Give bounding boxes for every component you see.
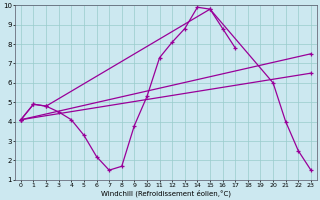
X-axis label: Windchill (Refroidissement éolien,°C): Windchill (Refroidissement éolien,°C): [101, 190, 231, 197]
